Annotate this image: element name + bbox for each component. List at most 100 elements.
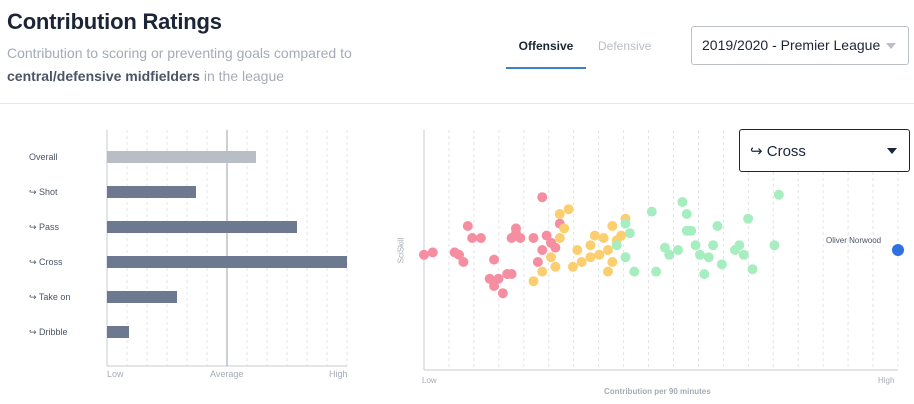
- scatter-point: [602, 245, 613, 255]
- scatter-point: [712, 221, 723, 231]
- scatter-point: [546, 252, 557, 263]
- season-select-value: 2019/2020 - Premier League: [702, 37, 881, 53]
- scatter-point: [458, 257, 469, 267]
- scatter-point: [484, 273, 495, 284]
- contribution-bar-chart: Overall ↪ Shot ↪ Pass ↪ Cross ↪ Take on ↪ Dri…: [0, 104, 360, 404]
- season-select[interactable]: 2019/2020 - Premier League: [691, 26, 909, 65]
- metric-select[interactable]: ↪ Cross: [739, 129, 910, 172]
- bar-chart-svg: [106, 130, 348, 367]
- metric-select-value: ↪ Cross: [750, 143, 806, 160]
- scatter-point: [690, 240, 701, 251]
- scatter-point: [528, 276, 539, 287]
- scatter-point: [743, 213, 754, 224]
- subtitle-suffix: in the league: [199, 68, 285, 84]
- scatter-point: [541, 230, 552, 241]
- scatter-point: [489, 281, 500, 291]
- scatter-point: [528, 233, 539, 243]
- bar-x-tick: Average: [210, 369, 244, 379]
- bar-label: ↪ Shot: [29, 187, 58, 197]
- highlight-player-name: Oliver Norwood: [826, 236, 882, 245]
- scatter-point: [537, 245, 548, 255]
- scatter-point: [515, 233, 526, 243]
- bar-x-tick: Low: [107, 369, 124, 379]
- scatter-point: [716, 259, 727, 270]
- scatter-point: [419, 249, 429, 260]
- scatter-point: [427, 247, 438, 258]
- scatter-point: [506, 269, 517, 279]
- scatter-point: [563, 204, 574, 215]
- caret-down-icon: [887, 148, 897, 154]
- scatter-point: [681, 209, 692, 219]
- bar: [107, 221, 297, 233]
- scatter-point: [734, 240, 745, 251]
- scatter-point: [585, 252, 596, 263]
- scatter-point: [454, 249, 465, 260]
- scatter-point: [629, 266, 640, 277]
- scatter-point: [585, 240, 596, 251]
- scatter-x-tick-high: High: [878, 376, 895, 385]
- scatter-point: [598, 233, 609, 243]
- scatter-point: [708, 240, 719, 251]
- scatter-point: [554, 209, 565, 219]
- scatter-point: [607, 221, 618, 231]
- bar-label: ↪ Take on: [29, 292, 71, 302]
- scatter-point: [747, 264, 758, 275]
- bar-label: ↪ Dribble: [29, 327, 68, 337]
- scatter-point: [489, 254, 500, 265]
- scatter-svg: [419, 130, 904, 371]
- scatter-point: [773, 189, 784, 200]
- scatter-point: [611, 240, 622, 251]
- scatter-point: [769, 240, 780, 251]
- scatter-point: [602, 266, 613, 277]
- scatter-point: [567, 261, 578, 272]
- scatter-point: [550, 261, 561, 272]
- scatter-point: [664, 249, 675, 260]
- tab-offensive[interactable]: Offensive: [506, 38, 586, 69]
- scatter-point: [738, 249, 749, 260]
- page-header: Contribution Ratings Contribution to sco…: [0, 0, 914, 104]
- scatter-y-label: SciSkill: [396, 237, 406, 264]
- scatter-point: [550, 242, 561, 253]
- scatter-point: [694, 249, 705, 260]
- scatter-point: [624, 228, 635, 239]
- bar: [107, 151, 256, 163]
- bar: [107, 186, 196, 198]
- bar: [107, 291, 177, 303]
- bar: [107, 326, 129, 338]
- bar-x-tick: High: [329, 369, 348, 379]
- subtitle-position-group: central/defensive midfielders: [7, 68, 200, 84]
- scatter-x-tick-low: Low: [422, 376, 437, 385]
- scatter-point: [594, 249, 605, 260]
- scatter-point: [554, 233, 565, 243]
- bar: [107, 256, 347, 268]
- scatter-point: [659, 242, 670, 253]
- highlight-player-point: [892, 244, 904, 256]
- scatter-point: [589, 230, 600, 241]
- scatter-point: [475, 233, 486, 243]
- scatter-point: [576, 257, 587, 267]
- scatter-point: [620, 252, 631, 263]
- scatter-point: [607, 257, 618, 267]
- scatter-point: [616, 230, 627, 241]
- bar-label: ↪ Pass: [29, 222, 60, 232]
- scatter-point: [620, 218, 631, 229]
- page-subtitle: Contribution to scoring or preventing go…: [7, 42, 427, 88]
- subtitle-text: Contribution to scoring or preventing go…: [7, 45, 352, 61]
- scatter-point: [537, 266, 548, 277]
- scatter-point: [651, 266, 662, 277]
- scatter-point: [703, 252, 714, 263]
- scatter-point: [677, 197, 688, 207]
- scatter-point: [686, 225, 697, 236]
- page-title: Contribution Ratings: [7, 9, 222, 34]
- scatter-point: [673, 245, 684, 255]
- scatter-point: [497, 288, 508, 299]
- bar-label: ↪ Cross: [29, 257, 63, 267]
- tab-defensive[interactable]: Defensive: [598, 39, 652, 53]
- scatter-point: [462, 221, 473, 231]
- scatter-point: [532, 257, 543, 267]
- chevron-down-icon: [886, 43, 896, 49]
- contribution-scatter-chart: ↪ Cross SciSkill Low High Contribution p…: [392, 104, 914, 404]
- scatter-point: [646, 206, 657, 217]
- scatter-point: [467, 233, 478, 243]
- scatter-point: [559, 223, 570, 234]
